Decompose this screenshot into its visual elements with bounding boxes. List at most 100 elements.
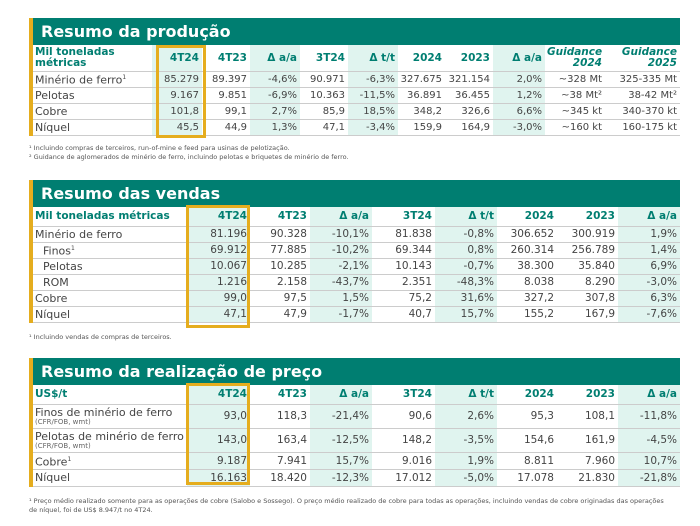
- accent-bar: [29, 18, 33, 136]
- cell-value: 15,7%: [310, 452, 372, 470]
- column-header: 2024: [497, 385, 557, 405]
- cell-value: 1,3%: [250, 119, 300, 136]
- cell-value: 38-42 Mt²: [605, 87, 680, 104]
- footnote-marker: 1: [71, 245, 75, 253]
- row-label: ROM: [33, 274, 187, 291]
- cell-value: -3,0%: [493, 119, 545, 136]
- cell-value: 108,1: [557, 404, 618, 429]
- label-text: Níquel: [35, 307, 71, 321]
- cell-value: 6,3%: [618, 290, 680, 307]
- cell-value: 36.455: [445, 87, 493, 104]
- cell-value: 81.838: [372, 226, 435, 243]
- unit-note: (CFR/FOB, wmt): [35, 441, 91, 450]
- cell-value: 118,3: [250, 404, 310, 429]
- highlight-4t24: [186, 205, 250, 328]
- column-header: Δ a/a: [493, 45, 545, 72]
- cell-value: 143,0: [187, 428, 250, 453]
- row-label: Cobre1: [33, 452, 187, 470]
- production-footnotes: ¹ Incluindo compras de terceiros, run-of…: [29, 144, 349, 162]
- cell-value: 99,1: [202, 103, 250, 120]
- cell-value: 2,6%: [435, 404, 497, 429]
- row-label: Finos1: [33, 242, 187, 259]
- price-summary: Resumo da realização de preço US$/t 4T24 4…: [29, 358, 680, 487]
- cell-value: 8.811: [497, 452, 557, 470]
- cell-value: 18,5%: [348, 103, 398, 120]
- cell-value: 1,5%: [310, 290, 372, 307]
- cell-value: 97,5: [250, 290, 310, 307]
- footnote-marker: 1: [122, 74, 127, 82]
- table-row: Finos1 69.912 77.885 -10,2% 69.344 0,8% 260.31…: [33, 242, 680, 259]
- column-header: 3T24: [372, 385, 435, 405]
- cell-value: -48,3%: [435, 274, 497, 291]
- cell-value: 161,9: [557, 428, 618, 453]
- row-label: Pelotas: [33, 87, 152, 104]
- row-label: Pelotas: [33, 258, 187, 275]
- column-header: 3T24: [300, 45, 348, 72]
- cell-value: 95,3: [497, 404, 557, 429]
- price-table: US$/t 4T24 4T23 Δ a/a 3T24 Δ t/t 2024 2023 Δ a/a…: [33, 385, 680, 487]
- accent-bar: [29, 180, 33, 323]
- cell-value: ~160 kt: [545, 119, 605, 136]
- cell-value: 69.912: [187, 242, 250, 259]
- table-row: Níquel 45,5 44,9 1,3% 47,1 -3,4% 159,9 164,9 -3,…: [33, 119, 680, 136]
- cell-value: 154,6: [497, 428, 557, 453]
- footnote: ¹ Incluindo compras de terceiros, run-of…: [29, 144, 290, 152]
- cell-value: 36.891: [398, 87, 445, 104]
- sales-summary: Resumo das vendas Mil toneladas métricas…: [29, 180, 680, 328]
- cell-value: 17.012: [372, 469, 435, 487]
- unit-note: (CFR/FOB, wmt): [35, 417, 91, 426]
- cell-value: 69.344: [372, 242, 435, 259]
- column-header: 4T23: [250, 385, 310, 405]
- cell-value: 1,4%: [618, 242, 680, 259]
- cell-value: -43,7%: [310, 274, 372, 291]
- cell-value: -6,9%: [250, 87, 300, 104]
- cell-value: -2,1%: [310, 258, 372, 275]
- column-header: Guidance 2025: [605, 45, 680, 72]
- cell-value: 85,9: [300, 103, 348, 120]
- table-row: Cobre1 9.187 7.941 15,7% 9.016 1,9% 8.811 7.960…: [33, 452, 680, 470]
- cell-value: 6,9%: [618, 258, 680, 275]
- cell-value: -3,5%: [435, 428, 497, 453]
- cell-value: 45,5: [152, 119, 202, 136]
- production-summary: Resumo da produção Mil toneladas métrica…: [29, 18, 680, 138]
- cell-value: 7.941: [250, 452, 310, 470]
- cell-value: 38.300: [497, 258, 557, 275]
- row-label: Cobre: [33, 290, 187, 307]
- cell-value: 47,1: [187, 306, 250, 323]
- table-row: Cobre 99,0 97,5 1,5% 75,2 31,6% 327,2 307,8 6,3%: [33, 290, 680, 307]
- cell-value: 307,8: [557, 290, 618, 307]
- cell-value: 160-175 kt: [605, 119, 680, 136]
- cell-value: 8.038: [497, 274, 557, 291]
- column-header: Δ t/t: [435, 385, 497, 405]
- cell-value: 81.196: [187, 226, 250, 243]
- cell-value: 101,8: [152, 103, 202, 120]
- cell-value: 1,2%: [493, 87, 545, 104]
- cell-value: -10,2%: [310, 242, 372, 259]
- cell-value: -10,1%: [310, 226, 372, 243]
- highlight-4t24: [186, 383, 250, 485]
- cell-value: 163,4: [250, 428, 310, 453]
- column-header: Δ a/a: [618, 385, 680, 405]
- label-text: Finos: [43, 244, 72, 258]
- row-label: Níquel: [33, 119, 152, 136]
- column-header: 2023: [557, 207, 618, 227]
- cell-value: 9.016: [372, 452, 435, 470]
- row-label: Minério de ferro: [33, 226, 187, 243]
- cell-value: 89.397: [202, 71, 250, 88]
- cell-value: 340-370 kt: [605, 103, 680, 120]
- table-row: Cobre 101,8 99,1 2,7% 85,9 18,5% 348,2 326,6 6,6…: [33, 103, 680, 120]
- cell-value: 7.960: [557, 452, 618, 470]
- label-text: Pelotas de minério de ferro: [35, 429, 184, 443]
- cell-value: 306.652: [497, 226, 557, 243]
- column-header: 2024: [398, 45, 445, 72]
- cell-value: 31,6%: [435, 290, 497, 307]
- label-text: Minério de ferro: [35, 73, 123, 87]
- cell-value: 90,6: [372, 404, 435, 429]
- cell-value: 327,2: [497, 290, 557, 307]
- table-row: Níquel 16.163 18.420 -12,3% 17.012 -5,0% 17.07…: [33, 469, 680, 487]
- cell-value: 10.143: [372, 258, 435, 275]
- cell-value: 2,0%: [493, 71, 545, 88]
- section-title: Resumo da realização de preço: [33, 358, 680, 385]
- label-text: Minério de ferro: [35, 227, 123, 241]
- column-header: Δ a/a: [310, 207, 372, 227]
